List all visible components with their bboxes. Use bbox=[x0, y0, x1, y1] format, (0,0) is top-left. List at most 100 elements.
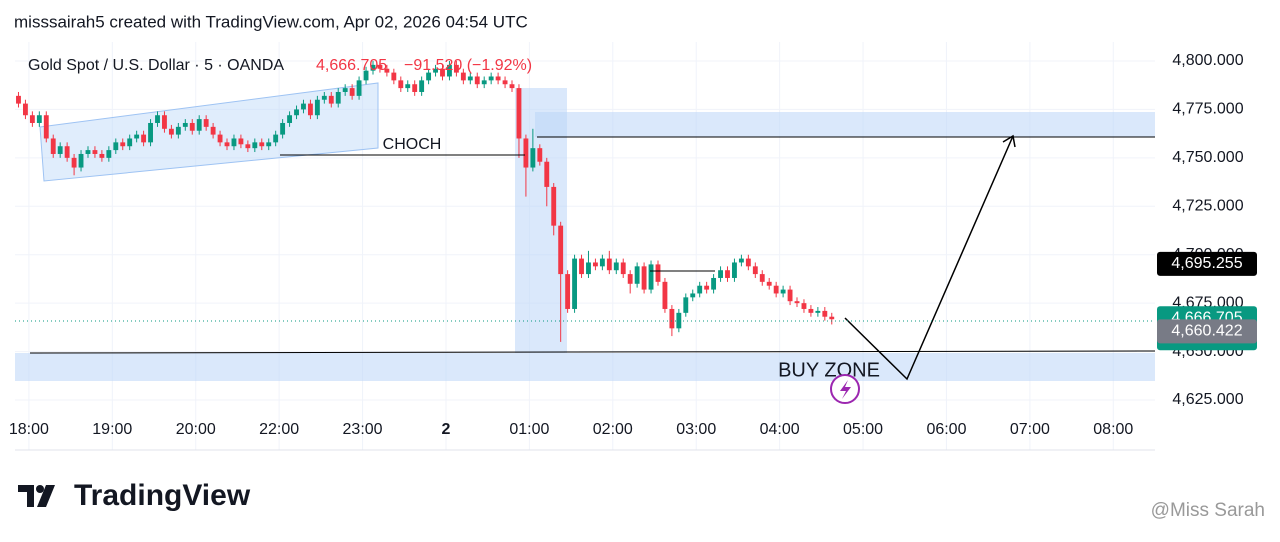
candle-body bbox=[148, 122, 153, 143]
y-tick-label: 4,725.000 bbox=[1172, 198, 1243, 215]
candle-body bbox=[808, 308, 814, 313]
x-tick-label: 04:00 bbox=[760, 421, 800, 438]
candle-body bbox=[301, 103, 306, 110]
candle-body bbox=[572, 258, 578, 309]
last-price: 4,666.705 bbox=[316, 57, 387, 74]
candles bbox=[16, 60, 835, 342]
candle-body bbox=[655, 264, 661, 282]
candle-body bbox=[307, 103, 313, 116]
candle-body bbox=[398, 80, 404, 89]
candle-body bbox=[335, 91, 341, 104]
candle-body bbox=[22, 103, 28, 116]
x-tick-label: 01:00 bbox=[509, 421, 549, 438]
buy-zone bbox=[15, 353, 1155, 381]
drawings: CHOCH BUY ZONE bbox=[15, 134, 1156, 404]
candle-body bbox=[453, 64, 459, 73]
candle-body bbox=[43, 115, 49, 139]
change: −91.520 (−1.92%) bbox=[404, 57, 532, 74]
candle-body bbox=[71, 157, 77, 168]
candle-body bbox=[182, 122, 188, 127]
candle-body bbox=[162, 115, 167, 129]
candle-body bbox=[245, 144, 251, 149]
candle-body bbox=[203, 119, 209, 127]
candle-body bbox=[592, 262, 598, 267]
target-zone bbox=[535, 112, 1155, 137]
candle-body bbox=[641, 266, 647, 290]
symbol: Gold Spot / U.S. Dollar · 5 · OANDA bbox=[28, 57, 284, 74]
candle-body bbox=[648, 264, 654, 290]
candle-body bbox=[134, 134, 140, 139]
candle-body bbox=[544, 161, 550, 187]
candle-body bbox=[815, 310, 821, 313]
candle-body bbox=[210, 126, 216, 135]
candle-body bbox=[586, 262, 591, 275]
x-tick-label: 2 bbox=[442, 421, 451, 438]
x-tick-label: 03:00 bbox=[676, 421, 716, 438]
candle-body bbox=[217, 134, 223, 143]
candle-body bbox=[127, 138, 133, 147]
candle-body bbox=[690, 293, 696, 298]
x-tick-label: 02:00 bbox=[593, 421, 633, 438]
candle-body bbox=[50, 138, 56, 154]
candle-body bbox=[627, 274, 633, 284]
candle-body bbox=[238, 138, 244, 145]
candle-body bbox=[787, 289, 793, 302]
candle-body bbox=[356, 80, 362, 96]
y-tick-label: 4,625.000 bbox=[1172, 391, 1243, 408]
candle-body bbox=[669, 308, 675, 329]
candle-body bbox=[405, 84, 411, 89]
support-line bbox=[29, 350, 1156, 354]
candle-body bbox=[29, 115, 35, 123]
x-tick-label: 19:00 bbox=[92, 421, 132, 438]
price-mark-box bbox=[1157, 251, 1257, 276]
candle-body bbox=[606, 258, 612, 271]
candle-body bbox=[78, 153, 84, 168]
y-tick-label: 4,775.000 bbox=[1172, 101, 1243, 118]
candle-body bbox=[502, 80, 508, 85]
candle-body bbox=[92, 150, 98, 154]
candle-body bbox=[141, 134, 147, 143]
x-tick-label: 05:00 bbox=[843, 421, 883, 438]
tv-logo: TradingView bbox=[18, 479, 251, 512]
plot bbox=[15, 82, 1155, 381]
brand: TradingView bbox=[74, 479, 251, 512]
candle-body bbox=[634, 266, 640, 284]
candle-body bbox=[829, 316, 835, 320]
candle-body bbox=[391, 72, 397, 81]
candle-body bbox=[738, 258, 744, 263]
candle-body bbox=[752, 266, 758, 275]
candle-body bbox=[384, 68, 390, 73]
candle-body bbox=[342, 88, 348, 92]
logo-v bbox=[37, 485, 55, 507]
candle-body bbox=[426, 72, 432, 81]
candle-body bbox=[801, 303, 807, 309]
candle-body bbox=[370, 64, 376, 71]
candle-body bbox=[155, 115, 160, 123]
candle-body bbox=[579, 258, 584, 275]
y-tick-label: 4,800.000 bbox=[1172, 52, 1243, 69]
x-tick-label: 08:00 bbox=[1093, 421, 1133, 438]
candle-body bbox=[16, 95, 21, 104]
candle-body bbox=[599, 258, 605, 267]
candle-body bbox=[662, 281, 668, 309]
price-mark-label: 4,660.422 bbox=[1171, 323, 1242, 340]
candle-body bbox=[725, 270, 730, 278]
candle-body bbox=[676, 312, 682, 329]
candle-body bbox=[175, 126, 181, 135]
candle-body bbox=[196, 119, 202, 131]
candle-body bbox=[551, 186, 557, 226]
candle-body bbox=[766, 281, 772, 286]
candle-body bbox=[321, 95, 327, 100]
candle-body bbox=[523, 138, 529, 168]
candle-body bbox=[294, 109, 299, 116]
channel bbox=[39, 82, 379, 182]
candle-body bbox=[481, 80, 487, 85]
candle-body bbox=[565, 274, 571, 309]
candle-body bbox=[488, 76, 494, 81]
choch-label: CHOCH bbox=[383, 136, 442, 153]
candle-body bbox=[168, 128, 174, 135]
candle-body bbox=[99, 153, 105, 158]
candle-body bbox=[474, 76, 480, 85]
candle-body bbox=[57, 146, 63, 154]
projection-arrow bbox=[844, 135, 1014, 381]
